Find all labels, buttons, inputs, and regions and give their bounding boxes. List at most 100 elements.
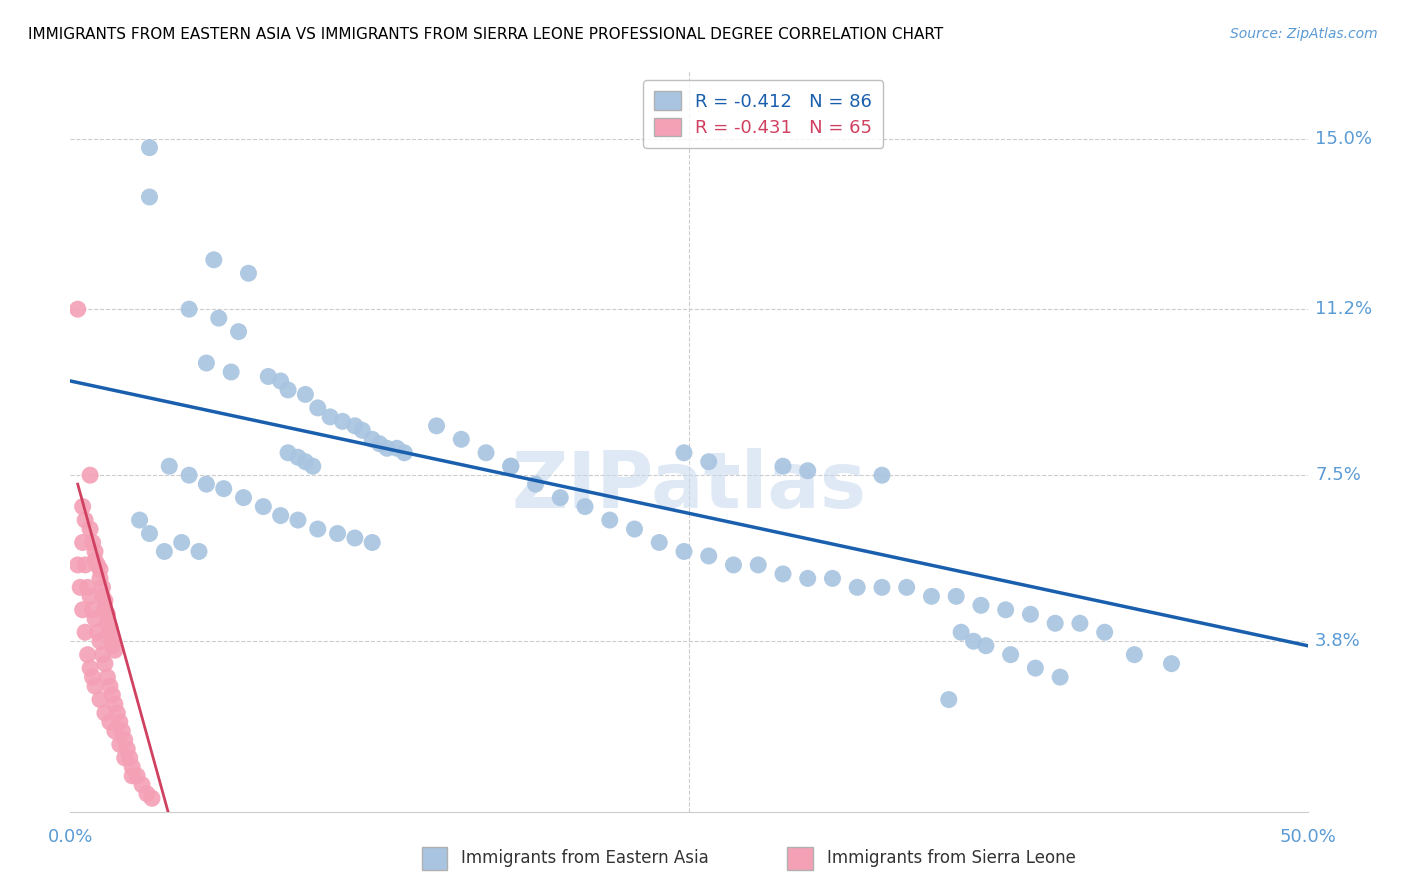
Point bbox=[747, 558, 769, 572]
Point bbox=[945, 590, 967, 604]
Point bbox=[252, 500, 274, 514]
Bar bbox=[422, 847, 447, 870]
Point bbox=[202, 252, 225, 267]
Point bbox=[89, 562, 111, 576]
Point bbox=[114, 733, 136, 747]
Point bbox=[72, 500, 94, 514]
Point bbox=[257, 369, 280, 384]
Point bbox=[846, 580, 869, 594]
Point bbox=[212, 482, 235, 496]
Point bbox=[94, 657, 117, 671]
Point bbox=[375, 442, 398, 456]
Point bbox=[98, 625, 121, 640]
Point bbox=[98, 621, 121, 635]
Point bbox=[1094, 625, 1116, 640]
Point bbox=[1049, 670, 1071, 684]
Point bbox=[938, 692, 960, 706]
Point bbox=[86, 625, 108, 640]
Point bbox=[153, 544, 176, 558]
Point bbox=[76, 648, 98, 662]
Point bbox=[870, 468, 893, 483]
Point bbox=[96, 670, 118, 684]
Point bbox=[270, 508, 292, 523]
Point bbox=[84, 553, 107, 567]
Point bbox=[101, 639, 124, 653]
Point bbox=[974, 639, 997, 653]
Point bbox=[91, 648, 114, 662]
Point bbox=[332, 414, 354, 428]
Point bbox=[104, 723, 127, 738]
Point bbox=[574, 500, 596, 514]
Point bbox=[177, 302, 200, 317]
Point bbox=[94, 706, 117, 720]
Point bbox=[524, 477, 547, 491]
Text: 11.2%: 11.2% bbox=[1315, 301, 1372, 318]
Point bbox=[343, 418, 366, 433]
Point bbox=[361, 535, 384, 549]
Text: Immigrants from Sierra Leone: Immigrants from Sierra Leone bbox=[827, 849, 1076, 867]
Point bbox=[319, 409, 342, 424]
Point bbox=[796, 464, 818, 478]
Point bbox=[94, 594, 117, 608]
Point bbox=[1019, 607, 1042, 622]
Text: Immigrants from Eastern Asia: Immigrants from Eastern Asia bbox=[461, 849, 709, 867]
Point bbox=[82, 670, 104, 684]
Point bbox=[105, 706, 128, 720]
Point bbox=[772, 566, 794, 581]
Point bbox=[394, 446, 416, 460]
Point bbox=[672, 544, 695, 558]
Point bbox=[352, 423, 374, 437]
Point bbox=[177, 468, 200, 483]
Point bbox=[301, 459, 323, 474]
Point bbox=[98, 714, 121, 729]
Point bbox=[138, 141, 160, 155]
Point bbox=[72, 535, 94, 549]
Point bbox=[294, 455, 316, 469]
Point bbox=[141, 791, 163, 805]
Point bbox=[89, 571, 111, 585]
Point bbox=[84, 612, 107, 626]
Point bbox=[648, 535, 671, 549]
Point bbox=[962, 634, 984, 648]
Point bbox=[772, 459, 794, 474]
Point bbox=[307, 401, 329, 415]
Point bbox=[870, 580, 893, 594]
Point bbox=[75, 625, 97, 640]
Point bbox=[79, 590, 101, 604]
Point bbox=[385, 442, 408, 456]
Point bbox=[84, 679, 107, 693]
Point bbox=[232, 491, 254, 505]
Point bbox=[499, 459, 522, 474]
Point bbox=[96, 607, 118, 622]
Point bbox=[91, 580, 114, 594]
Point bbox=[950, 625, 973, 640]
Point bbox=[697, 549, 720, 563]
Point bbox=[79, 661, 101, 675]
Point bbox=[1000, 648, 1022, 662]
Point bbox=[118, 751, 141, 765]
Text: IMMIGRANTS FROM EASTERN ASIA VS IMMIGRANTS FROM SIERRA LEONE PROFESSIONAL DEGREE: IMMIGRANTS FROM EASTERN ASIA VS IMMIGRAN… bbox=[28, 27, 943, 42]
Point bbox=[548, 491, 571, 505]
Text: ZIPatlas: ZIPatlas bbox=[512, 448, 866, 524]
Point bbox=[76, 580, 98, 594]
Text: 15.0%: 15.0% bbox=[1315, 129, 1372, 148]
Point bbox=[108, 738, 131, 752]
Point bbox=[136, 787, 159, 801]
Point bbox=[66, 558, 89, 572]
Point bbox=[91, 590, 114, 604]
Point bbox=[138, 190, 160, 204]
Point bbox=[796, 571, 818, 585]
Point bbox=[104, 697, 127, 711]
Point bbox=[89, 634, 111, 648]
Point bbox=[127, 769, 149, 783]
Point bbox=[970, 599, 993, 613]
Point bbox=[98, 679, 121, 693]
Text: 7.5%: 7.5% bbox=[1315, 467, 1361, 484]
Point bbox=[89, 692, 111, 706]
Point bbox=[1043, 616, 1066, 631]
Point bbox=[599, 513, 621, 527]
Text: Source: ZipAtlas.com: Source: ZipAtlas.com bbox=[1230, 27, 1378, 41]
Point bbox=[96, 616, 118, 631]
Point bbox=[307, 522, 329, 536]
Point bbox=[368, 437, 391, 451]
